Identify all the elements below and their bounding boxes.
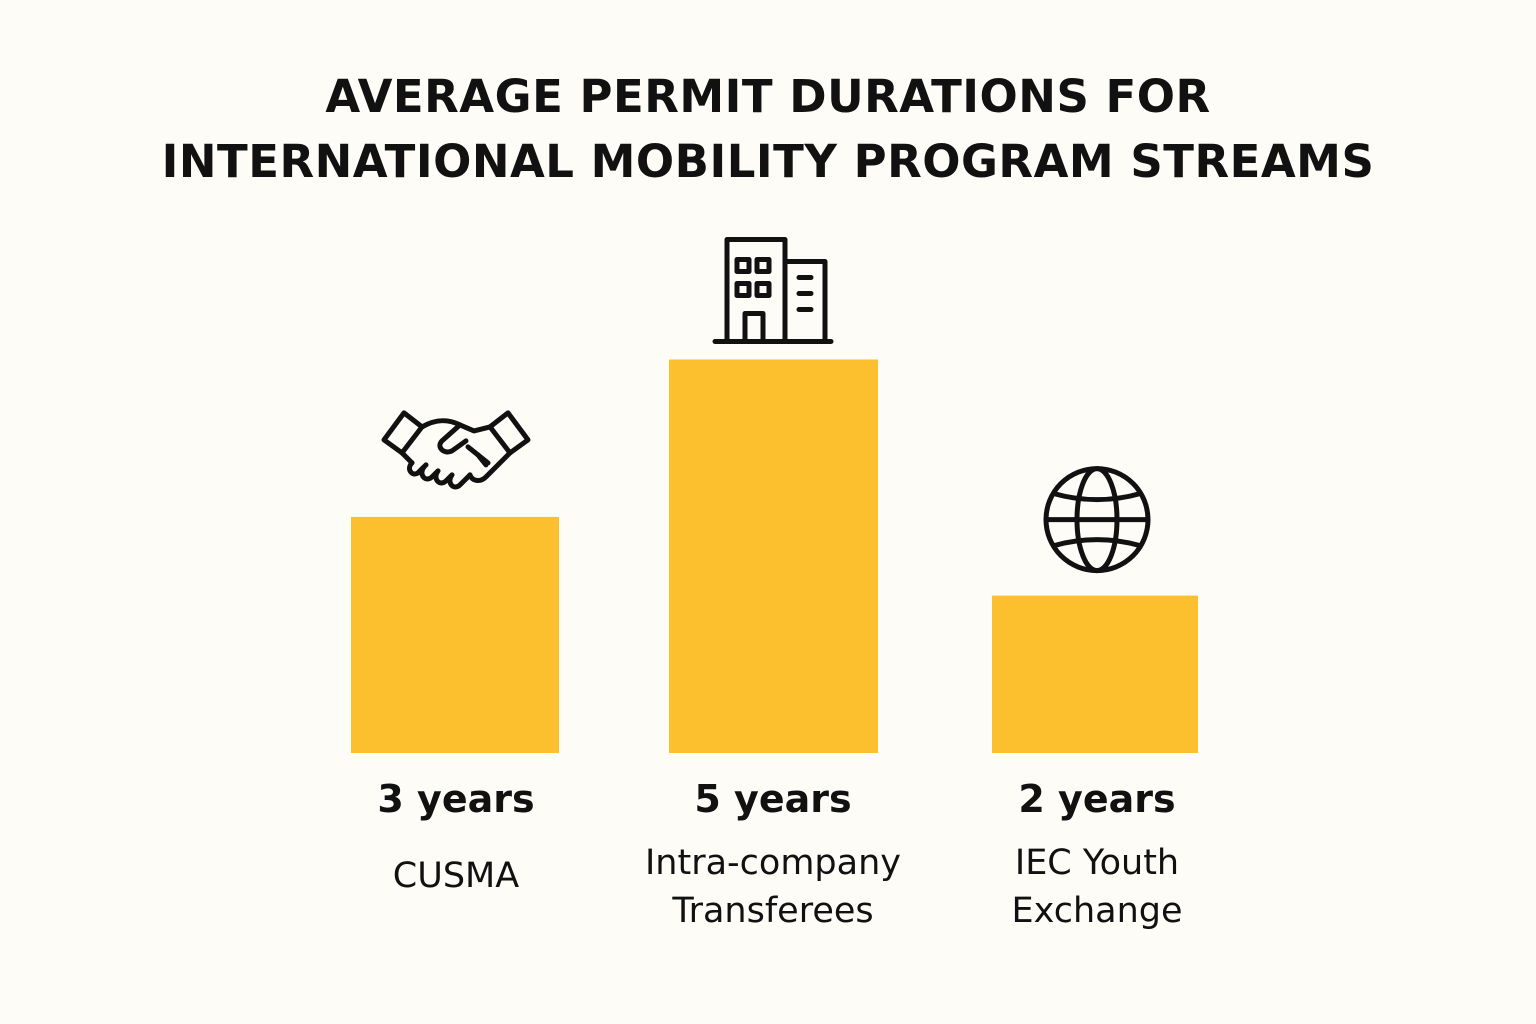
handshake-icon <box>381 410 531 490</box>
bar-3 <box>992 595 1198 753</box>
bar-2 <box>669 359 878 753</box>
category-label-1-line-1: CUSMA <box>393 856 519 896</box>
chart-title-line-2: INTERNATIONAL MOBILITY PROGRAM STREAMS <box>161 135 1375 188</box>
category-label-3-line-2: Exchange <box>1011 891 1182 931</box>
labels-layer: 3 years CUSMA 5 years Intra-company Transfer… <box>377 777 1182 931</box>
globe-icon <box>1043 466 1151 574</box>
office-building-icon <box>712 237 834 344</box>
category-label-3-line-1: IEC Youth <box>1015 843 1179 883</box>
value-label-2: 5 years <box>694 777 851 821</box>
category-label-2-line-1: Intra-company <box>645 843 901 883</box>
bars-layer <box>351 359 1198 753</box>
category-label-2-line-2: Transferees <box>671 891 873 931</box>
value-label-1: 3 years <box>377 777 534 821</box>
bar-1 <box>351 516 559 753</box>
value-label-3: 2 years <box>1018 777 1175 821</box>
chart-title-line-1: AVERAGE PERMIT DURATIONS FOR <box>325 70 1211 123</box>
icons-layer <box>381 237 1151 574</box>
